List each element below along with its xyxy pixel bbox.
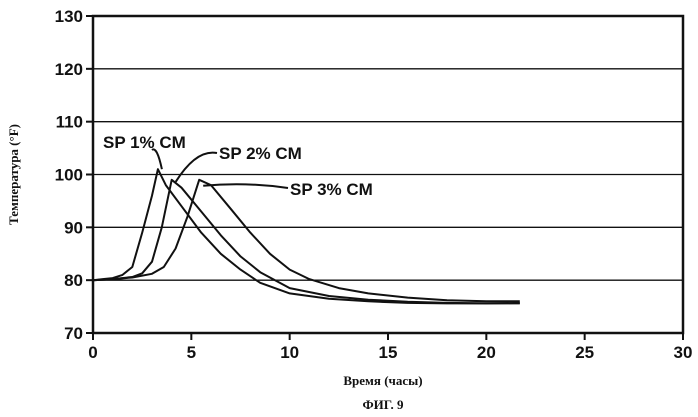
- annotation-leader-3: [203, 183, 289, 189]
- annotation-leader-2: [174, 151, 218, 183]
- y-tick-label-120: 120: [55, 60, 83, 79]
- y-tick-label-80: 80: [64, 271, 83, 290]
- y-tick-label-70: 70: [64, 324, 83, 343]
- y-tick-label-100: 100: [55, 166, 83, 185]
- series-line-1: [92, 168, 520, 305]
- annotation-label-2: SP 2% CM: [219, 144, 302, 163]
- x-tick-label-25: 25: [575, 343, 594, 362]
- x-tick-label-30: 30: [674, 343, 693, 362]
- grid-lines: [93, 68, 683, 281]
- x-axis-label: Время (часы): [343, 373, 422, 388]
- axis-ticks: 70 80 90 100 110 120 130 0 5 10 15 20 25 30: [55, 7, 693, 362]
- x-tick-label-10: 10: [280, 343, 299, 362]
- y-axis-label: Температура (°F): [6, 124, 21, 225]
- annotation-label-3: SP 3% CM: [290, 180, 373, 199]
- x-tick-label-5: 5: [187, 343, 196, 362]
- x-tick-label-20: 20: [477, 343, 496, 362]
- annotation-labels: SP 1% CM SP 2% CM SP 3% CM: [103, 133, 373, 199]
- series-line-3: [92, 178, 520, 303]
- x-tick-label-15: 15: [379, 343, 398, 362]
- y-tick-label-110: 110: [56, 113, 83, 132]
- annotation-label-1: SP 1% CM: [103, 133, 186, 152]
- figure-caption: ФИГ. 9: [362, 397, 404, 412]
- series-line-2: [92, 178, 520, 305]
- y-tick-label-90: 90: [64, 218, 83, 237]
- plot-lines: [92, 168, 520, 305]
- y-tick-label-130: 130: [55, 7, 83, 26]
- annotation-leaders: [151, 148, 289, 189]
- x-tick-label-0: 0: [88, 343, 97, 362]
- annotation-leader-1: [151, 148, 163, 170]
